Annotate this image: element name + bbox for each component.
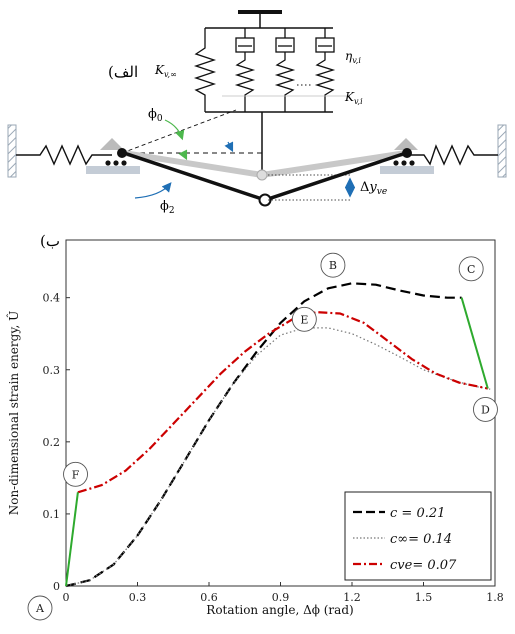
point-marker-F [63, 461, 88, 487]
y-tick-label: 0.2 [43, 436, 61, 449]
green-small-arrow [178, 149, 188, 161]
delta-y-label: Δyve [360, 180, 387, 197]
y-tick-label: 0.3 [43, 364, 61, 377]
mid-joint [258, 193, 272, 207]
point-label-E: E [300, 313, 308, 326]
x-tick-label: 0.9 [272, 591, 290, 604]
series-line-3 [65, 492, 79, 587]
points-layer: A B C D E F [27, 252, 498, 621]
panel-b-chart: (ب 0 0.3 0.6 0.9 1.2 1.5 1.8 0 0.1 0.2 0.3 0.4 A B C… [5, 232, 504, 621]
k-v-i-label: Kv,i [344, 90, 363, 106]
x-axis: 0 0.3 0.6 0.9 1.2 1.5 1.8 [63, 582, 504, 604]
point-label-D: D [481, 403, 490, 416]
phi2-label: ϕ2 [160, 199, 175, 216]
x-tick-label: 1.5 [415, 591, 433, 604]
point-marker-D [473, 396, 498, 422]
point-marker-E [291, 306, 317, 332]
phi2-arrow [134, 182, 172, 199]
panel-b-label: (ب [40, 232, 60, 250]
point-label-B: B [329, 259, 337, 272]
y-tick-label: 0.1 [43, 508, 61, 521]
point-label-A: A [35, 602, 45, 615]
x-axis-label: Rotation angle, Δϕ (rad) [206, 603, 353, 617]
x-tick-label: 0.6 [200, 591, 218, 604]
top-support [205, 10, 333, 175]
series-line-2 [77, 311, 489, 494]
panel-a-diagram: (الف Kv,∞ ηv,i Kv,i ϕ0 ϕ2 Δyve [7, 10, 507, 216]
legend-label-c-ve: cve= 0.07 [390, 558, 457, 573]
y-axis-label: Non-dimensional strain energy, Û [5, 311, 21, 516]
y-tick-label: 0 [53, 580, 60, 593]
x-tick-label: 1.2 [343, 591, 361, 604]
legend-label-c-inf: c∞= 0.14 [390, 532, 452, 547]
left-pin [117, 148, 127, 158]
y-axis: 0 0.1 0.2 0.3 0.4 [43, 292, 70, 593]
x-tick-label: 0.3 [129, 591, 147, 604]
eta-label: ηv,i [345, 49, 361, 65]
x-tick-label: 1.8 [486, 591, 504, 604]
initial-bar-dashed [121, 109, 237, 154]
k-v-inf-label: Kv,∞ [154, 63, 177, 79]
branch-3 [314, 28, 336, 112]
right-support [380, 124, 507, 178]
branch-1 [234, 28, 256, 112]
left-support [7, 124, 140, 178]
point-marker-C [458, 256, 484, 282]
right-pin [402, 148, 412, 158]
spring-k-v-inf [193, 28, 217, 112]
legend-box [344, 491, 492, 581]
phi0-label: ϕ0 [148, 107, 163, 124]
y-tick-label: 0.4 [43, 292, 61, 305]
mid-joint-gray [256, 169, 268, 181]
series-layer [65, 282, 491, 588]
legend: c = 0.21 c∞= 0.14 cve= 0.07 [344, 491, 492, 581]
point-label-C: C [467, 263, 475, 276]
phi0-arrow [164, 119, 185, 141]
legend-label-c: c = 0.21 [390, 506, 445, 521]
x-tick-label: 0 [63, 591, 70, 604]
point-marker-B [320, 252, 346, 278]
point-marker-A [27, 595, 53, 621]
point-label-F: F [72, 468, 80, 481]
panel-a-label: (الف [108, 63, 138, 81]
branch-2 [274, 28, 296, 112]
blue-small-arrow [224, 141, 234, 153]
series-line-4 [460, 297, 489, 389]
